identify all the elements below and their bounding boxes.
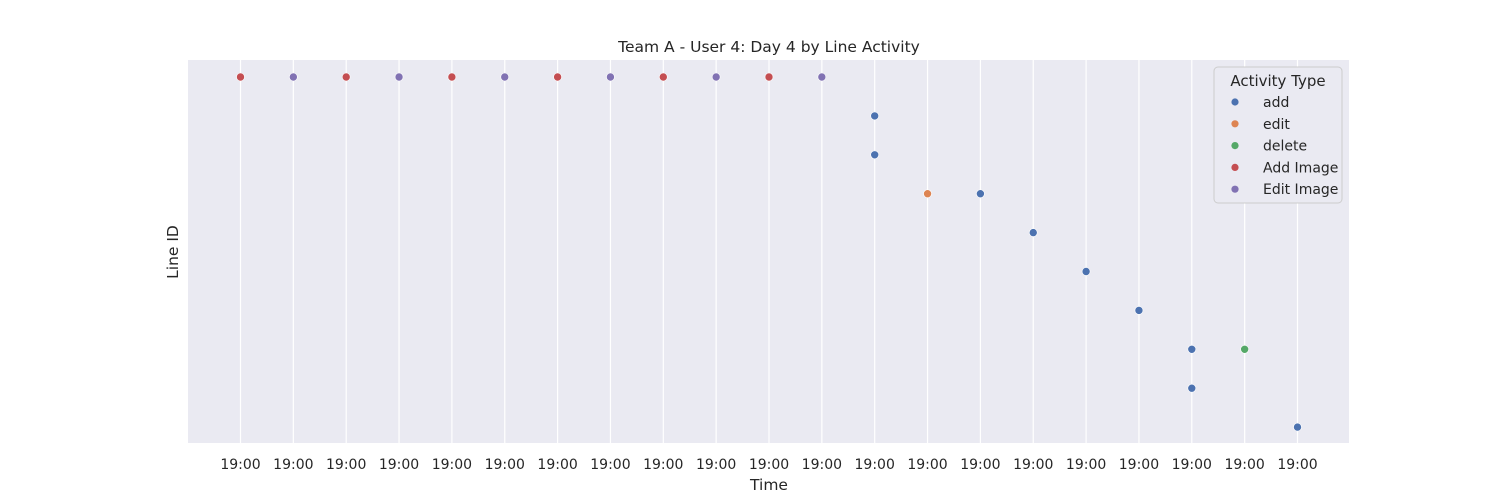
x-tick-label: 19:00 xyxy=(379,457,419,473)
data-point xyxy=(658,72,668,82)
data-point xyxy=(1081,267,1091,276)
data-point xyxy=(1187,383,1197,393)
data-point xyxy=(394,72,404,82)
legend-entry-label: Edit Image xyxy=(1263,182,1338,198)
data-points xyxy=(236,72,1302,432)
data-point xyxy=(236,72,245,82)
legend-entry-label: Add Image xyxy=(1263,160,1338,176)
chart-title: Team A - User 4: Day 4 by Line Activity xyxy=(617,38,920,56)
legend-entry-label: edit xyxy=(1263,117,1290,133)
x-tick-label: 19:00 xyxy=(1066,457,1106,473)
legend-entries: add edit delete Add Image Edit Image xyxy=(1231,95,1338,198)
x-tick-label: 19:00 xyxy=(273,457,313,473)
x-tick-label: 19:00 xyxy=(960,457,1000,473)
data-point xyxy=(870,111,880,121)
legend-marker xyxy=(1231,98,1239,106)
x-tick-label: 19:00 xyxy=(326,457,366,473)
data-point xyxy=(447,72,457,82)
data-point xyxy=(289,72,298,82)
data-point xyxy=(500,72,510,82)
legend-marker xyxy=(1231,163,1239,171)
data-point xyxy=(1293,422,1302,432)
x-tick-labels: 19:00 19:00 19:00 19:00 19:00 19:00 19:00 19:00… xyxy=(220,457,1317,473)
legend-entry-label: delete xyxy=(1263,139,1307,155)
gridlines xyxy=(239,60,1299,443)
legend-marker xyxy=(1231,185,1239,193)
x-tick-label: 19:00 xyxy=(220,457,260,473)
x-tick-label: 19:00 xyxy=(1172,457,1212,473)
x-tick-label: 19:00 xyxy=(590,457,630,473)
x-tick-label: 19:00 xyxy=(696,457,736,473)
x-tick-label: 19:00 xyxy=(1224,457,1264,473)
x-tick-label: 19:00 xyxy=(537,457,577,473)
x-tick-label: 19:00 xyxy=(1013,457,1053,473)
x-tick-label: 19:00 xyxy=(432,457,472,473)
x-tick-label: 19:00 xyxy=(1119,457,1159,473)
x-axis-label: Time xyxy=(749,476,788,494)
legend-marker xyxy=(1231,120,1239,128)
legend-title: Activity Type xyxy=(1230,72,1325,90)
x-tick-label: 19:00 xyxy=(485,457,525,473)
legend-marker xyxy=(1231,142,1239,150)
data-point xyxy=(923,189,932,198)
x-tick-label: 19:00 xyxy=(855,457,895,473)
legend: Activity Type add edit delete Add Image Edit… xyxy=(1213,66,1343,204)
data-point xyxy=(1240,344,1249,354)
x-tick-label: 19:00 xyxy=(907,457,947,473)
x-tick-label: 19:00 xyxy=(643,457,683,473)
y-axis-label: Line ID xyxy=(164,225,182,279)
data-point xyxy=(1187,344,1197,354)
data-point xyxy=(976,189,985,198)
data-point xyxy=(1134,306,1144,315)
data-point xyxy=(764,72,774,82)
data-point xyxy=(1028,228,1038,237)
data-point xyxy=(870,150,880,160)
legend-entry-label: add xyxy=(1263,95,1289,111)
data-point xyxy=(711,72,721,82)
x-tick-label: 19:00 xyxy=(802,457,842,473)
data-point xyxy=(817,72,827,82)
data-point xyxy=(341,72,351,82)
x-tick-label: 19:00 xyxy=(1277,457,1317,473)
legend-box xyxy=(1213,66,1343,204)
data-point xyxy=(553,72,562,82)
data-point xyxy=(606,72,615,82)
x-tick-label: 19:00 xyxy=(749,457,789,473)
